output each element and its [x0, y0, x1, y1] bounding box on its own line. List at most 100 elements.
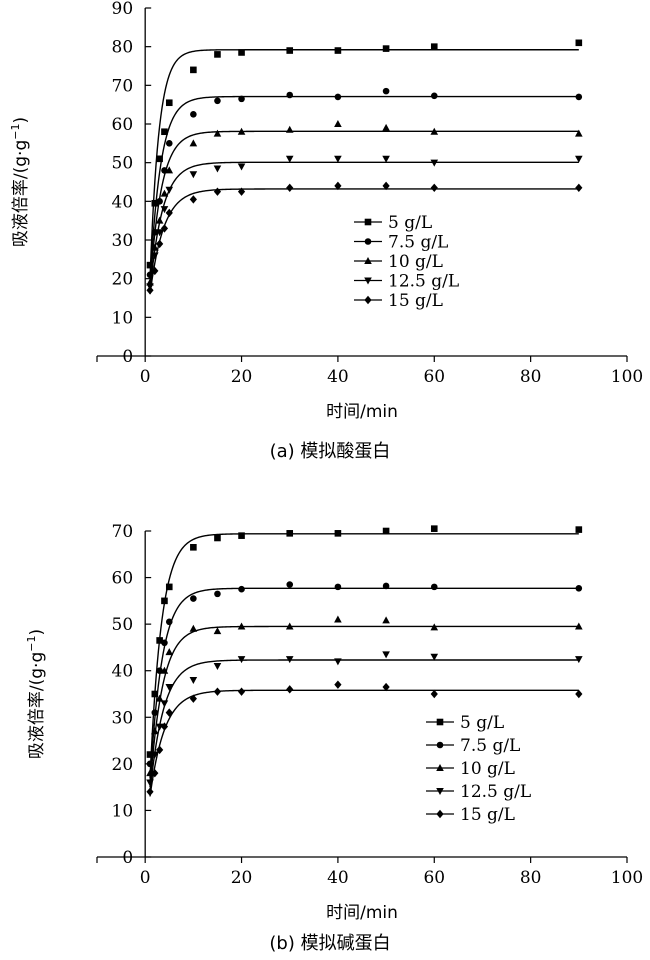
data-point	[237, 687, 246, 696]
y-tick-label: 20	[112, 270, 134, 290]
data-point	[146, 769, 154, 777]
data-point	[160, 666, 169, 674]
data-point	[189, 195, 197, 204]
data-point	[430, 92, 438, 100]
legend-label: 15 g/L	[388, 291, 443, 311]
y-axis-label-close: )	[11, 117, 31, 124]
legend-marker	[364, 295, 372, 305]
legend-marker	[436, 741, 444, 749]
data-point	[382, 582, 390, 590]
data-point	[160, 722, 169, 731]
y-tick-label: 30	[112, 231, 134, 251]
data-point	[237, 656, 246, 664]
data-point	[430, 623, 439, 631]
x-tick-label: 40	[327, 868, 349, 888]
y-axis-label-main: 吸液倍率/(g·g	[11, 140, 31, 247]
data-point	[161, 128, 168, 136]
data-point	[151, 768, 159, 778]
legend-label: 7.5 g/L	[388, 233, 448, 253]
legend: 5 g/L 7.5 g/L 10 g/L 12.5 g/L 15 g/L	[426, 713, 531, 825]
x-tick-label: 0	[140, 367, 151, 387]
data-point	[238, 95, 245, 103]
legend-marker	[436, 718, 444, 726]
legend-label: 5 g/L	[388, 213, 432, 233]
data-point	[189, 139, 198, 147]
x-tick-label: 40	[327, 367, 349, 387]
panel-caption: (a) 模拟酸蛋白	[270, 441, 391, 462]
x-axis-label: 时间/min	[326, 903, 398, 923]
fit-curve	[149, 188, 579, 295]
fit-curve	[149, 533, 579, 778]
data-point	[151, 266, 159, 276]
data-point	[430, 525, 438, 532]
data-point	[161, 639, 168, 647]
y-tick-label: 40	[112, 192, 134, 212]
data-point	[238, 49, 245, 56]
data-point	[156, 637, 163, 644]
y-axis-label-superscript: −1	[25, 636, 38, 652]
legend-label: 5 g/L	[460, 713, 504, 733]
data-point	[285, 622, 294, 630]
data-point	[189, 694, 197, 703]
data-point	[165, 140, 173, 147]
data-point	[575, 129, 583, 137]
data-point	[334, 530, 342, 537]
data-point	[146, 760, 154, 768]
data-point	[190, 595, 197, 602]
data-point	[285, 155, 294, 163]
data-point	[430, 127, 439, 135]
data-point	[151, 751, 159, 759]
data-point	[155, 216, 164, 224]
data-point	[214, 534, 221, 542]
data-point	[165, 166, 174, 174]
data-point	[575, 689, 583, 699]
data-point	[146, 787, 154, 796]
data-point	[155, 723, 164, 731]
fit-curve	[149, 49, 579, 279]
data-point	[146, 261, 154, 269]
x-tick-label: 20	[231, 367, 253, 387]
data-point	[189, 171, 198, 179]
data-point	[237, 187, 246, 196]
x-tick-label: 100	[611, 367, 643, 387]
data-point	[286, 530, 294, 537]
data-point	[430, 43, 438, 50]
data-point	[382, 123, 390, 131]
y-tick-label: 10	[112, 308, 134, 328]
data-point	[286, 685, 294, 694]
data-point	[190, 544, 197, 551]
data-point	[430, 689, 438, 699]
fit-curve	[149, 625, 579, 788]
data-point	[286, 91, 294, 99]
chart-panel-a: 0 20 40 60 80 100 0 10 20 30 40 50 60 70 80 90 5 g/L7.5 …	[9, 0, 643, 462]
data-point	[334, 93, 342, 101]
data-point	[146, 751, 154, 758]
y-tick-label: 40	[112, 662, 134, 682]
x-axis-label: 时间/min	[326, 402, 398, 422]
legend-marker	[436, 809, 444, 819]
y-tick-label: 30	[112, 708, 134, 728]
data-point	[238, 532, 245, 539]
y-axis-label-main: 吸液倍率/(g·g	[27, 652, 47, 759]
data-point	[155, 229, 164, 237]
legend-marker	[436, 788, 444, 795]
x-tick-label: 20	[231, 868, 253, 888]
data-point	[213, 129, 222, 137]
legend-label: 10 g/L	[460, 759, 515, 779]
y-tick-label: 0	[122, 347, 133, 367]
data-point	[165, 186, 174, 194]
data-point	[285, 125, 294, 133]
fit-curve	[149, 659, 579, 792]
data-point	[334, 47, 342, 54]
legend-marker	[436, 764, 444, 771]
data-point	[382, 45, 390, 52]
data-point	[156, 155, 163, 163]
y-axis-label-superscript: −1	[9, 124, 22, 140]
x-tick-label: 0	[140, 868, 151, 888]
data-point	[214, 590, 221, 598]
data-point	[165, 208, 173, 218]
y-tick-label: 90	[112, 0, 134, 19]
data-point	[165, 99, 173, 107]
y-tick-label: 80	[112, 38, 134, 58]
x-tick-label: 60	[423, 868, 445, 888]
